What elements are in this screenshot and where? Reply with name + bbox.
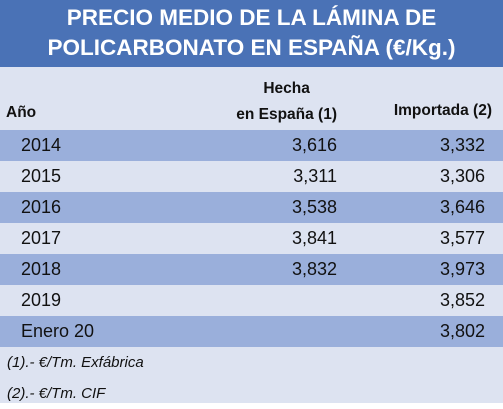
cell-made-in-spain: 3,311 <box>293 166 337 186</box>
footnote-1: (1).- €/Tm. Exfábrica <box>7 354 144 371</box>
header-made-in-spain-line-1: Hecha <box>263 80 310 97</box>
footnotes: (1).- €/Tm. Exfábrica (2).- €/Tm. CIF <box>0 347 503 409</box>
cell-made-in-spain: 3,616 <box>291 135 337 155</box>
header-year: Año <box>6 104 37 121</box>
cell-year: 2014 <box>21 135 62 155</box>
table-row: 2015 3,311 3,306 <box>0 161 503 192</box>
cell-imported: 3,306 <box>439 166 485 186</box>
table-row: 2016 3,538 3,646 <box>0 192 503 223</box>
cell-made-in-spain: 3,832 <box>291 259 337 279</box>
cell-imported: 3,802 <box>439 321 485 341</box>
cell-year: Enero 20 <box>21 321 95 341</box>
cell-imported: 3,332 <box>439 135 485 155</box>
footnote-2: (2).- €/Tm. CIF <box>7 385 106 402</box>
table-row: 2017 3,841 3,577 <box>0 223 503 254</box>
cell-imported: 3,577 <box>439 228 485 248</box>
title-line-1: PRECIO MEDIO DE LA LÁMINA DE <box>66 5 437 30</box>
table-row: 2019 3,852 <box>0 285 503 316</box>
header-made-in-spain: Hecha en España (1) <box>236 76 337 128</box>
cell-year: 2015 <box>21 166 62 186</box>
table-row: Enero 20 3,802 <box>0 316 503 347</box>
cell-year: 2019 <box>21 290 62 310</box>
header-made-in-spain-line-2: en España (1) <box>236 106 337 123</box>
cell-imported: 3,852 <box>439 290 485 310</box>
cell-imported: 3,973 <box>439 259 485 279</box>
cell-year: 2016 <box>21 197 62 217</box>
cell-made-in-spain: 3,841 <box>291 228 337 248</box>
header-imported: Importada (2) <box>393 102 492 119</box>
title-line-2: POLICARBONATO EN ESPAÑA (€/Kg.) <box>47 35 456 60</box>
cell-made-in-spain: 3,538 <box>291 197 337 217</box>
cell-year: 2017 <box>21 228 62 248</box>
cell-year: 2018 <box>21 259 62 279</box>
column-headers: Año Hecha en España (1) Importada (2) <box>0 67 503 130</box>
table-row: 2014 3,616 3,332 <box>0 130 503 161</box>
table-row: 2018 3,832 3,973 <box>0 254 503 285</box>
cell-imported: 3,646 <box>439 197 485 217</box>
table-title: PRECIO MEDIO DE LA LÁMINA DE POLICARBONA… <box>0 0 503 67</box>
